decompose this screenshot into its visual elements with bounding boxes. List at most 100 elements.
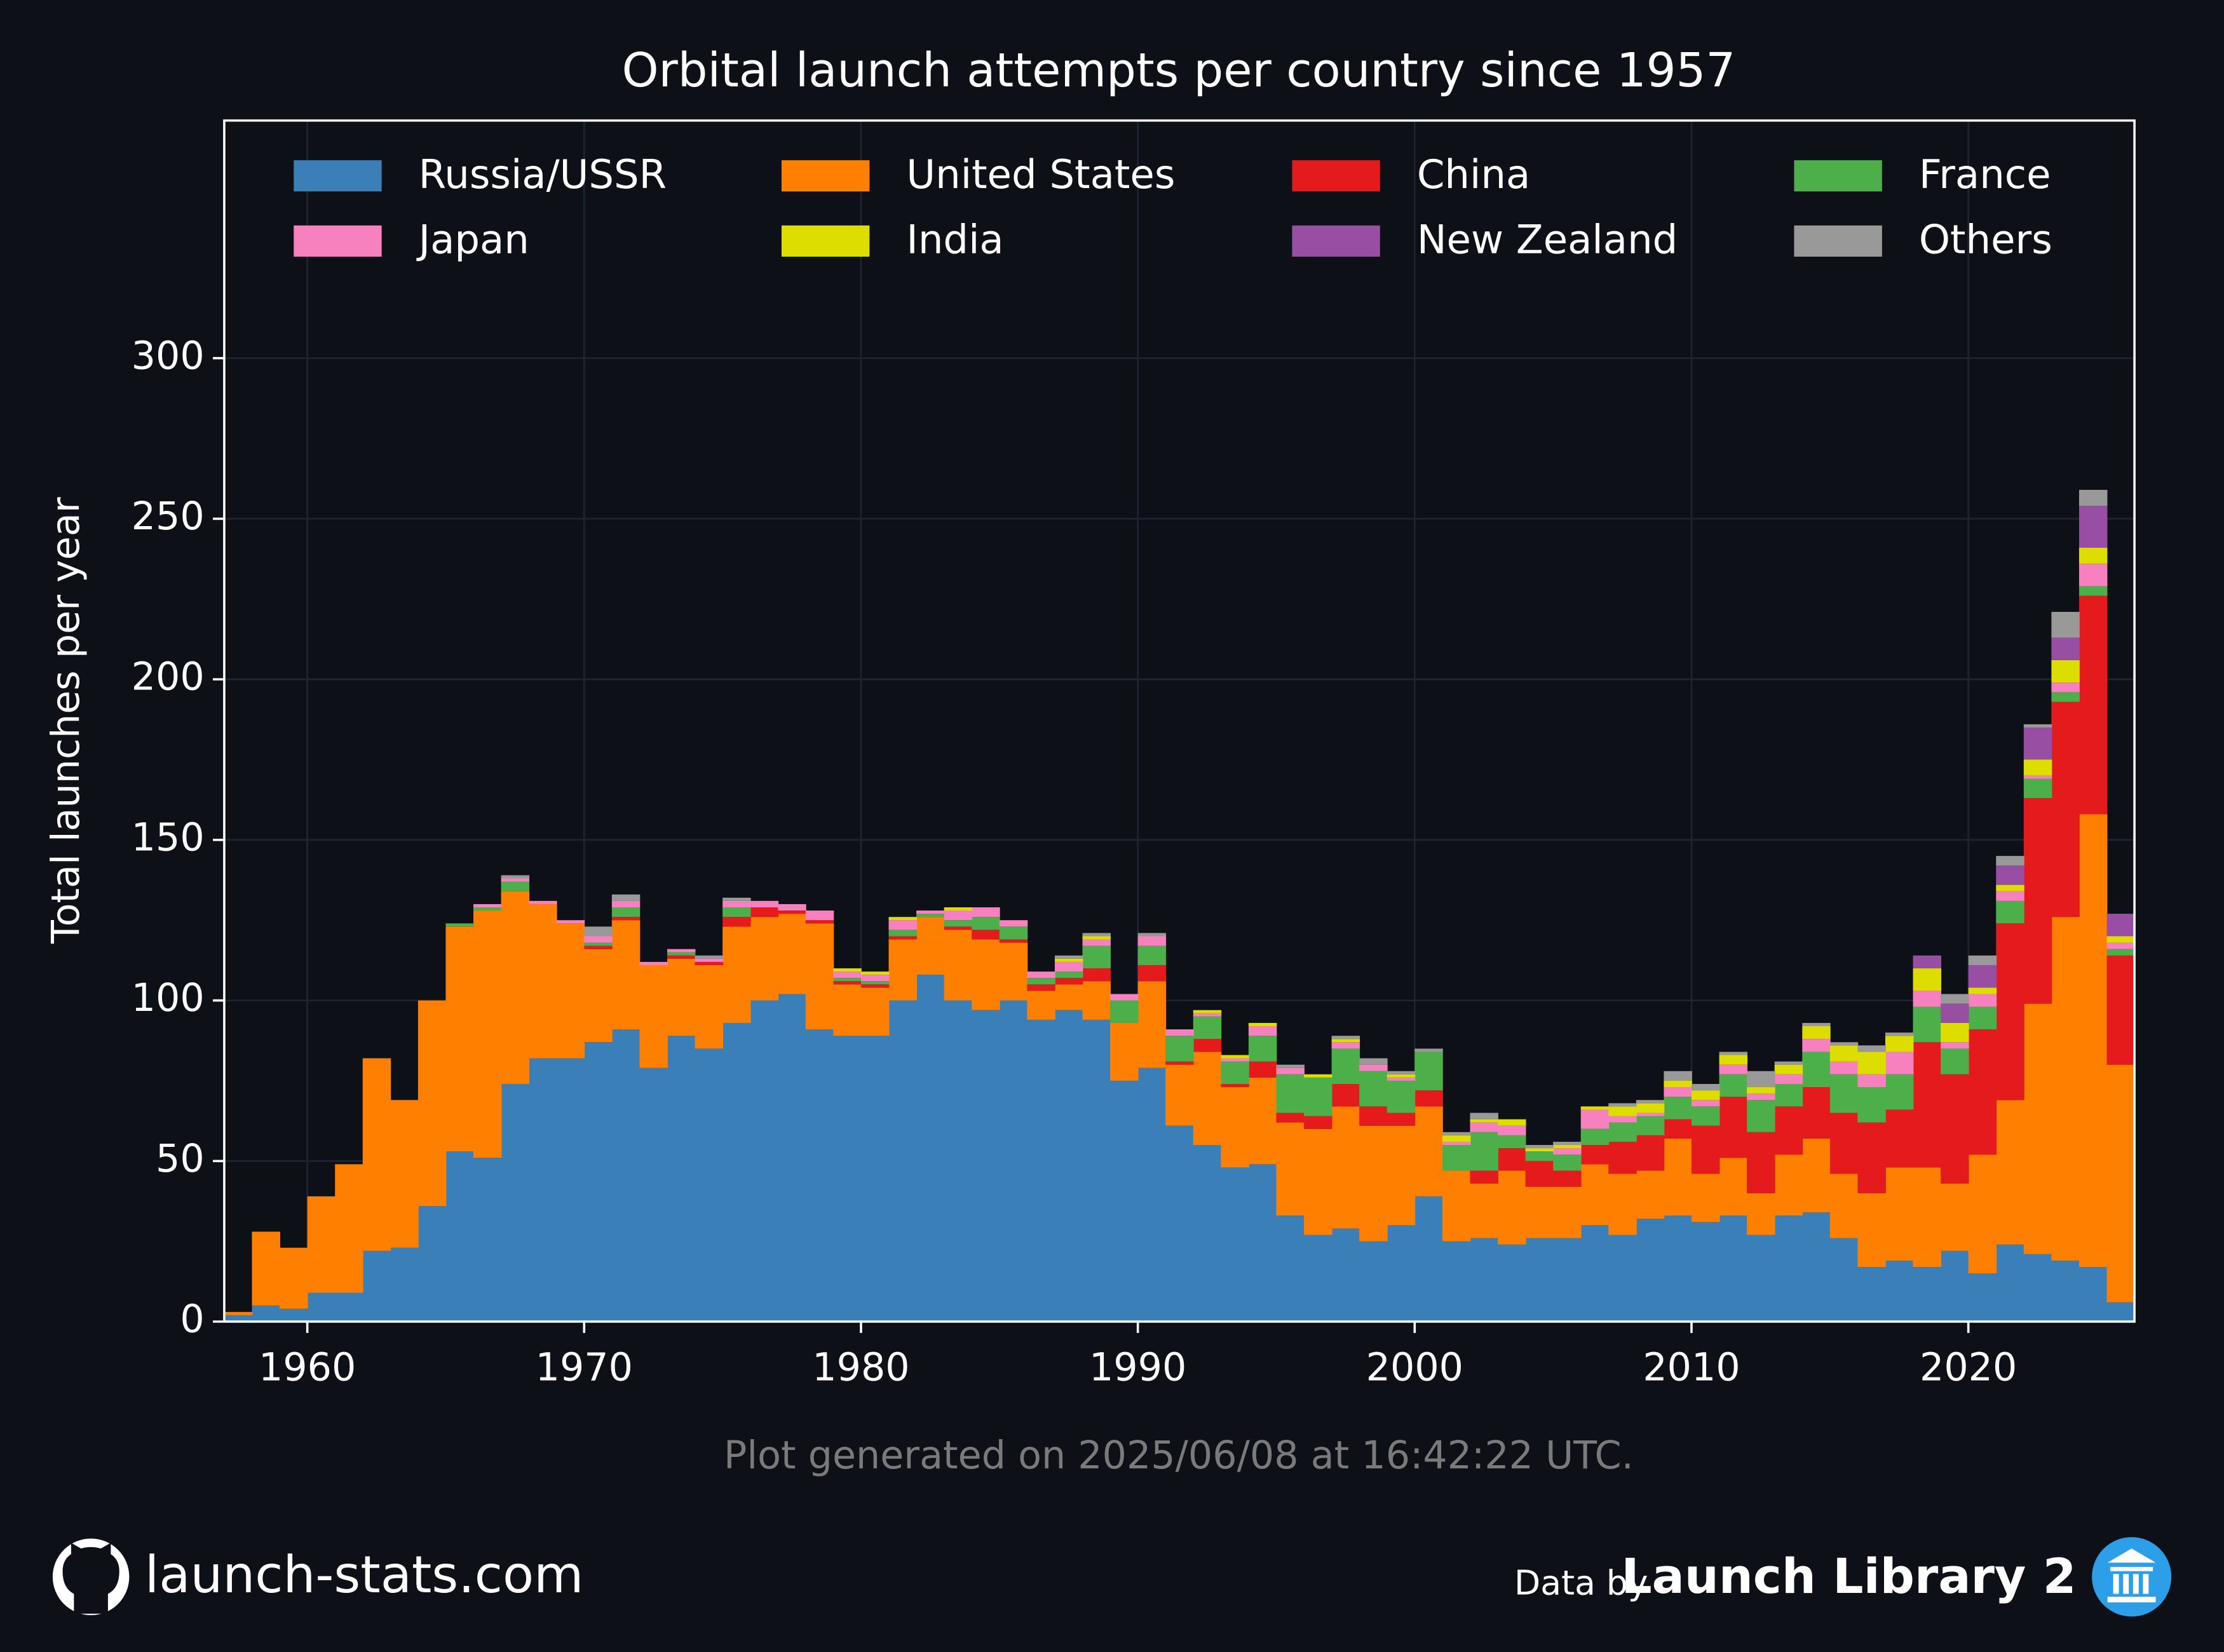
bar-segment <box>1498 1148 1526 1171</box>
bar-segment <box>1802 1087 1831 1139</box>
site-name: launch-stats.com <box>145 1545 583 1604</box>
bar-segment <box>1276 1074 1305 1113</box>
bar-segment <box>1941 1003 1969 1023</box>
bar-segment <box>1719 1097 1748 1158</box>
bar-segment <box>1193 1016 1222 1039</box>
bar-segment <box>1580 1225 1610 1322</box>
bar-segment <box>1885 1167 1914 1261</box>
bar-segment <box>1857 1193 1886 1268</box>
bar-segment <box>1774 1061 1803 1065</box>
bar-segment <box>1829 1074 1859 1113</box>
bar-segment <box>1747 1071 1775 1088</box>
bar-segment <box>1996 884 2024 891</box>
bar-segment <box>1802 1022 1831 1027</box>
bar-segment <box>1996 865 2024 885</box>
bar-segment <box>473 911 502 1158</box>
bar-segment <box>1359 1106 1388 1126</box>
bar-segment <box>1885 1052 1914 1074</box>
bar-segment <box>1442 1141 1471 1146</box>
bar-segment <box>1774 1064 1803 1074</box>
bar-segment <box>1331 1106 1360 1229</box>
bar-segment <box>1692 1090 1720 1100</box>
bar-segment <box>916 917 945 975</box>
bar-segment <box>1387 1077 1416 1081</box>
bar-segment <box>1498 1119 1526 1126</box>
x-tick-label: 1990 <box>1089 1345 1186 1390</box>
bar-segment <box>1221 1061 1249 1084</box>
bar-segment <box>2023 759 2052 776</box>
bar-segment <box>501 1083 530 1322</box>
bar-segment <box>1498 1244 1526 1322</box>
bar-segment <box>833 1036 862 1322</box>
bar-segment <box>1580 1128 1610 1146</box>
bar-segment <box>1608 1235 1637 1322</box>
bar-segment <box>2078 586 2108 596</box>
legend-swatch <box>782 225 870 257</box>
bar-segment <box>1054 955 1083 959</box>
bar-segment <box>833 972 862 978</box>
bar-segment <box>1470 1113 1498 1120</box>
bar-segment <box>1664 1119 1692 1139</box>
bar-segment <box>1553 1154 1582 1171</box>
bar-segment <box>1359 1058 1388 1065</box>
y-tick-label: 250 <box>132 494 205 539</box>
bar-segment <box>1165 1064 1194 1126</box>
bar-segment <box>2078 814 2108 1268</box>
bar-segment <box>362 1058 391 1251</box>
bar-segment <box>944 930 973 1001</box>
bar-segment <box>473 904 502 907</box>
bar-segment <box>639 1067 668 1322</box>
bar-segment <box>390 1100 419 1248</box>
bar-segment <box>1913 1167 1942 1268</box>
bar-segment <box>2078 1267 2108 1322</box>
bar-segment <box>2051 917 2080 1261</box>
bar-segment <box>335 1292 363 1322</box>
bar-segment <box>2106 914 2135 937</box>
bar-segment <box>833 984 862 1036</box>
bar-segment <box>1110 1022 1139 1081</box>
bar-segment <box>999 939 1028 943</box>
bar-segment <box>972 939 1000 1010</box>
bar-segment <box>2023 778 2052 799</box>
bar-segment <box>2051 701 2080 917</box>
y-axis-label: Total launches per year <box>44 497 88 944</box>
bar-segment <box>556 1058 585 1322</box>
bar-segment <box>750 907 779 917</box>
bar-segment <box>1110 1000 1139 1023</box>
bar-segment <box>1082 936 1111 940</box>
bar-segment <box>2106 955 2135 1065</box>
bar-segment <box>584 945 613 949</box>
bar-segment <box>1387 1225 1416 1322</box>
footnote: Plot generated on 2025/06/08 at 16:42:22… <box>724 1433 1634 1478</box>
bar-segment <box>1885 1036 1914 1052</box>
bar-segment <box>916 914 945 917</box>
bar-segment <box>1968 1029 1997 1155</box>
bar-segment <box>1996 856 2024 866</box>
bar-segment <box>860 987 890 1036</box>
bar-segment <box>1470 1170 1498 1184</box>
bar-segment <box>1968 994 1997 1007</box>
bar-segment <box>1359 1071 1388 1107</box>
bar-segment <box>888 1000 918 1322</box>
bar-segment <box>722 917 751 927</box>
bar-segment <box>501 891 530 1084</box>
bar-segment <box>1498 1135 1526 1149</box>
bar-segment <box>584 926 613 937</box>
bar-segment <box>445 926 474 1152</box>
bar-segment <box>1636 1103 1665 1113</box>
legend-label: Russia/USSR <box>419 151 667 198</box>
bar-segment <box>2051 1260 2080 1322</box>
bar-segment <box>805 1029 834 1322</box>
bar-segment <box>1996 1100 2024 1245</box>
legend-label: United States <box>906 151 1175 198</box>
bar-segment <box>1193 1010 1222 1013</box>
bar-segment <box>695 958 724 962</box>
bar-segment <box>2106 936 2135 943</box>
credit-name: Launch Library 2 <box>1621 1548 2076 1604</box>
bar-segment <box>1137 933 1167 937</box>
bar-segment <box>2023 1254 2052 1322</box>
bar-segment <box>916 911 945 914</box>
bar-segment <box>417 1206 447 1322</box>
bar-segment <box>1470 1132 1498 1171</box>
